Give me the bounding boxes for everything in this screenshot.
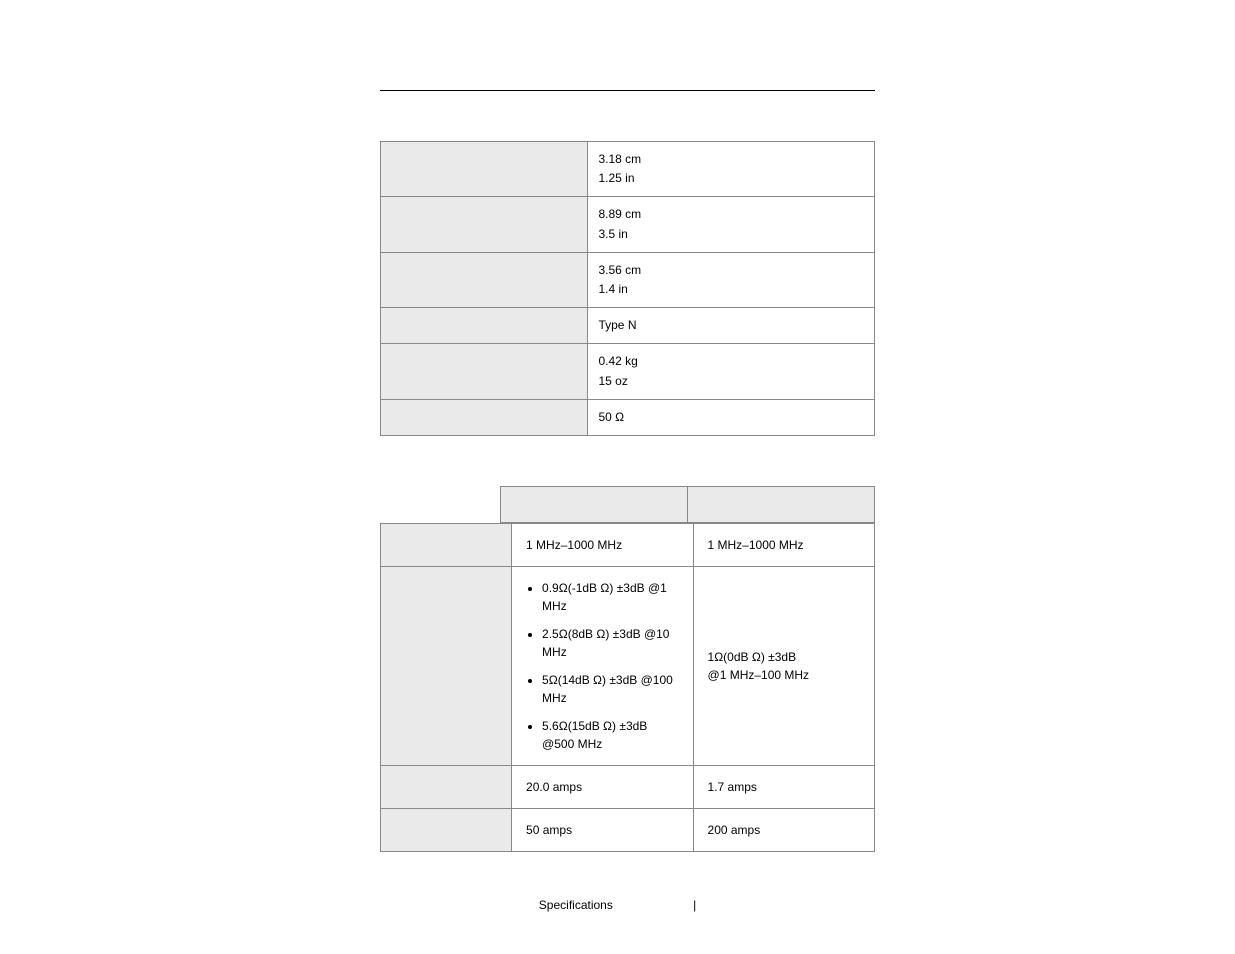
value-line: Type N [598,318,636,332]
row-value: 3.18 cm 1.25 in [588,142,875,197]
row-label [381,808,512,851]
row-value: Type N [588,308,875,344]
table-row: 50 Ω [381,399,875,435]
list-item: 0.9Ω(-1dB Ω) ±3dB @1 MHz [542,579,678,615]
cell: 50 amps [512,808,693,851]
footer-label: Specifications [539,898,613,912]
row-label [381,197,588,252]
value-line: 3.56 cm [598,263,641,277]
horizontal-rule [380,90,875,91]
cell: 1Ω(0dB Ω) ±3dB @1 MHz–100 MHz [693,566,874,765]
cell: 0.9Ω(-1dB Ω) ±3dB @1 MHz 2.5Ω(8dB Ω) ±3d… [512,566,693,765]
table-row: 1 MHz–1000 MHz 1 MHz–1000 MHz [381,523,875,566]
cell: 1 MHz–1000 MHz [512,523,693,566]
cell: 1.7 amps [693,765,874,808]
value-line: 1.4 in [598,282,627,296]
col-header [501,486,688,522]
row-value: 0.42 kg 15 oz [588,344,875,399]
row-label [381,765,512,808]
value-line: 3.18 cm [598,152,641,166]
row-label [381,308,588,344]
table-row: 3.18 cm 1.25 in [381,142,875,197]
page-content: 3.18 cm 1.25 in 8.89 cm 3.5 in 3.56 cm 1… [0,0,1235,882]
table-row: 50 amps 200 amps [381,808,875,851]
value-line: 50 Ω [598,410,624,424]
table-row: Type N [381,308,875,344]
row-label [381,344,588,399]
table-row: 20.0 amps 1.7 amps [381,765,875,808]
page-footer: Specifications | [0,898,1235,912]
row-value: 8.89 cm 3.5 in [588,197,875,252]
table-row: 0.9Ω(-1dB Ω) ±3dB @1 MHz 2.5Ω(8dB Ω) ±3d… [381,566,875,765]
list-item: 5Ω(14dB Ω) ±3dB @100 MHz [542,671,678,707]
list-item: 5.6Ω(15dB Ω) ±3dB @500 MHz [542,717,678,753]
row-label [381,142,588,197]
value-line: 0.42 kg [598,354,637,368]
footer-separator: | [616,898,696,912]
list-item: 2.5Ω(8dB Ω) ±3dB @10 MHz [542,625,678,661]
value-line: 8.89 cm [598,207,641,221]
cell: 200 amps [693,808,874,851]
spec-table-2 [500,486,875,523]
row-value: 3.56 cm 1.4 in [588,252,875,307]
cell: 20.0 amps [512,765,693,808]
row-label [381,523,512,566]
table-row: 0.42 kg 15 oz [381,344,875,399]
cell: 1 MHz–1000 MHz [693,523,874,566]
value-line: 15 oz [598,374,627,388]
value-line: 1.25 in [598,171,634,185]
value-line: 1Ω(0dB Ω) ±3dB [708,650,797,664]
table-row: 8.89 cm 3.5 in [381,197,875,252]
row-label [381,252,588,307]
row-label [381,399,588,435]
col-header [688,486,875,522]
row-label [381,566,512,765]
value-line: 3.5 in [598,227,627,241]
spec-list: 0.9Ω(-1dB Ω) ±3dB @1 MHz 2.5Ω(8dB Ω) ±3d… [526,579,678,753]
spec-table-2-body: 1 MHz–1000 MHz 1 MHz–1000 MHz 0.9Ω(-1dB … [380,523,875,852]
table-header-row [501,486,875,522]
table-row: 3.56 cm 1.4 in [381,252,875,307]
value-line: @1 MHz–100 MHz [708,668,810,682]
spec-table-1: 3.18 cm 1.25 in 8.89 cm 3.5 in 3.56 cm 1… [380,141,875,436]
row-value: 50 Ω [588,399,875,435]
